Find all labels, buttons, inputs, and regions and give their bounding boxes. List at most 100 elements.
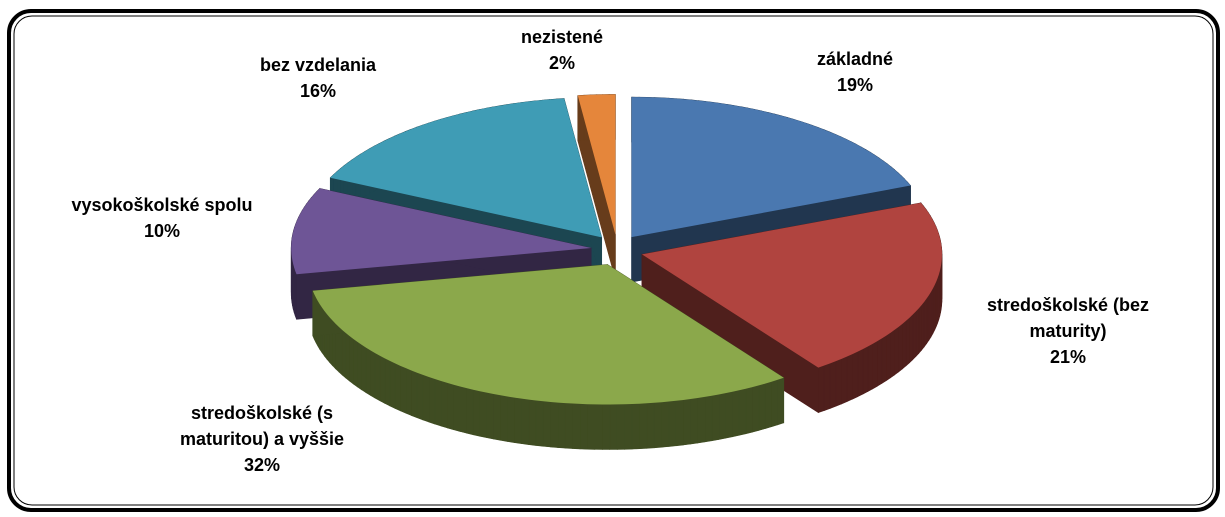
slice-side <box>771 379 778 428</box>
slice-side <box>353 338 358 388</box>
slice-side <box>389 360 396 409</box>
slice-side <box>921 300 925 351</box>
slice-side <box>379 355 386 404</box>
slice-name: vysokoškolské spolu <box>71 195 253 215</box>
frame <box>7 9 1220 512</box>
slice-side <box>486 392 494 440</box>
data-label: nezistené 2% <box>482 24 642 76</box>
slice-side <box>898 323 903 373</box>
slice-side <box>777 377 785 426</box>
slice-side <box>912 310 917 361</box>
slice-side <box>416 372 424 421</box>
slice-value: 2% <box>548 53 575 73</box>
pie-slice <box>577 94 616 280</box>
slice-side <box>818 365 825 414</box>
slice-side <box>338 326 343 376</box>
slice-side <box>459 386 467 434</box>
slice-side <box>528 399 537 446</box>
frame-inner <box>13 15 1214 506</box>
slice-top <box>312 264 784 405</box>
slice-side <box>587 403 596 450</box>
data-label: stredoškolské (bez maturity) 21% <box>983 292 1153 370</box>
slice-side <box>479 390 487 439</box>
slice-value: 10% <box>143 221 181 241</box>
slice-side <box>428 376 436 425</box>
slice-value: 16% <box>299 81 337 101</box>
slice-name: nezistené <box>520 27 604 47</box>
slice-side <box>764 381 772 429</box>
slice-side <box>394 362 401 412</box>
slice-side <box>835 358 842 407</box>
slice-name: stredoškolské (s maturitou) a vyššie <box>179 403 345 449</box>
slice-side <box>738 388 747 436</box>
data-label: základné 19% <box>725 46 985 98</box>
slice-value: 32% <box>243 455 281 475</box>
slice-side <box>446 382 454 431</box>
slice-side <box>928 290 932 342</box>
slice-side <box>668 400 677 447</box>
slice-side <box>440 380 448 429</box>
slice-side <box>616 403 625 450</box>
slice-side <box>609 404 618 450</box>
slice-side <box>894 326 899 376</box>
slice-value: 21% <box>1049 347 1087 367</box>
slice-side <box>550 401 559 448</box>
slice-side <box>872 340 878 390</box>
pie-slice <box>641 201 943 414</box>
pie-slice <box>312 263 785 450</box>
slice-side <box>829 360 837 409</box>
slice-side <box>411 370 418 419</box>
slice-value: 19% <box>836 75 874 95</box>
slice-side <box>400 365 407 414</box>
slice-side <box>661 401 670 448</box>
data-label: vysokoškolské spolu 10% <box>12 192 312 244</box>
slice-top <box>631 97 911 238</box>
slice-side <box>704 395 713 443</box>
slice-side <box>841 356 848 405</box>
slice-side <box>857 348 864 398</box>
slice-side <box>905 317 910 367</box>
slice-side <box>918 304 922 355</box>
slice-side <box>434 378 442 427</box>
slice-side <box>631 403 640 450</box>
slice-top <box>641 202 942 368</box>
slice-side <box>890 329 895 379</box>
slice-side <box>690 397 698 445</box>
slice-side <box>909 313 914 364</box>
slice-side <box>697 396 706 444</box>
slice-side <box>370 349 376 399</box>
slice-side <box>472 389 481 437</box>
slice-side <box>877 337 883 387</box>
slice-side <box>675 399 684 447</box>
data-label: bez vzdelania 16% <box>188 52 448 104</box>
slice-side <box>493 393 501 441</box>
slice-side <box>602 404 611 450</box>
slice-side <box>405 367 412 416</box>
slice-side <box>521 398 530 445</box>
slice-name: bez vzdelania <box>259 55 377 75</box>
slice-side <box>542 400 551 448</box>
slice-top <box>291 188 592 275</box>
slice-side <box>823 362 831 411</box>
slice-side <box>639 402 648 450</box>
slice-side <box>349 335 354 385</box>
slice-side <box>725 391 733 439</box>
slice-side <box>345 332 350 382</box>
slice-side <box>361 344 367 394</box>
slice-side <box>579 403 588 450</box>
slice-side <box>718 392 726 440</box>
slice-side <box>752 384 760 433</box>
slice-side <box>514 397 522 445</box>
slice-side <box>365 347 371 396</box>
slice-side <box>594 404 603 450</box>
slice-side <box>902 320 907 370</box>
slice-side <box>867 343 873 393</box>
slice-side <box>886 332 891 382</box>
slice-side <box>852 351 859 400</box>
slice-side <box>535 400 544 447</box>
slice-side <box>341 329 347 379</box>
slice-side <box>500 394 508 442</box>
slice-side <box>711 394 720 442</box>
